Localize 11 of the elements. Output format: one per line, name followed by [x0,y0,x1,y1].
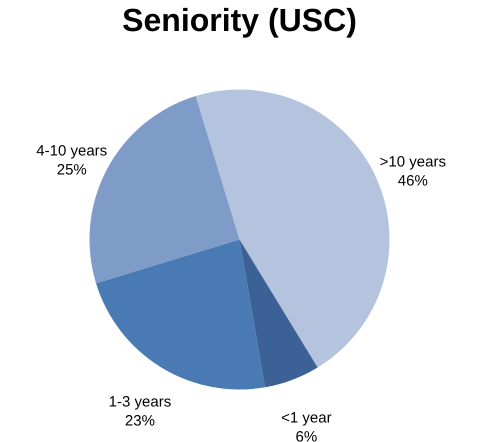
chart-title: Seniority (USC) [122,2,357,38]
data-label: 23% [124,412,155,430]
data-label: 25% [56,161,87,178]
pie-slice [240,240,318,388]
slice-label: 4-10 years [36,142,108,160]
slice-label: <1 year [281,409,332,426]
slice-label: 1-3 years [108,393,172,410]
slice-label: >10 years [380,154,446,171]
data-label: 46% [398,172,428,190]
data-label: 6% [296,428,318,442]
pie-slice [96,240,266,390]
